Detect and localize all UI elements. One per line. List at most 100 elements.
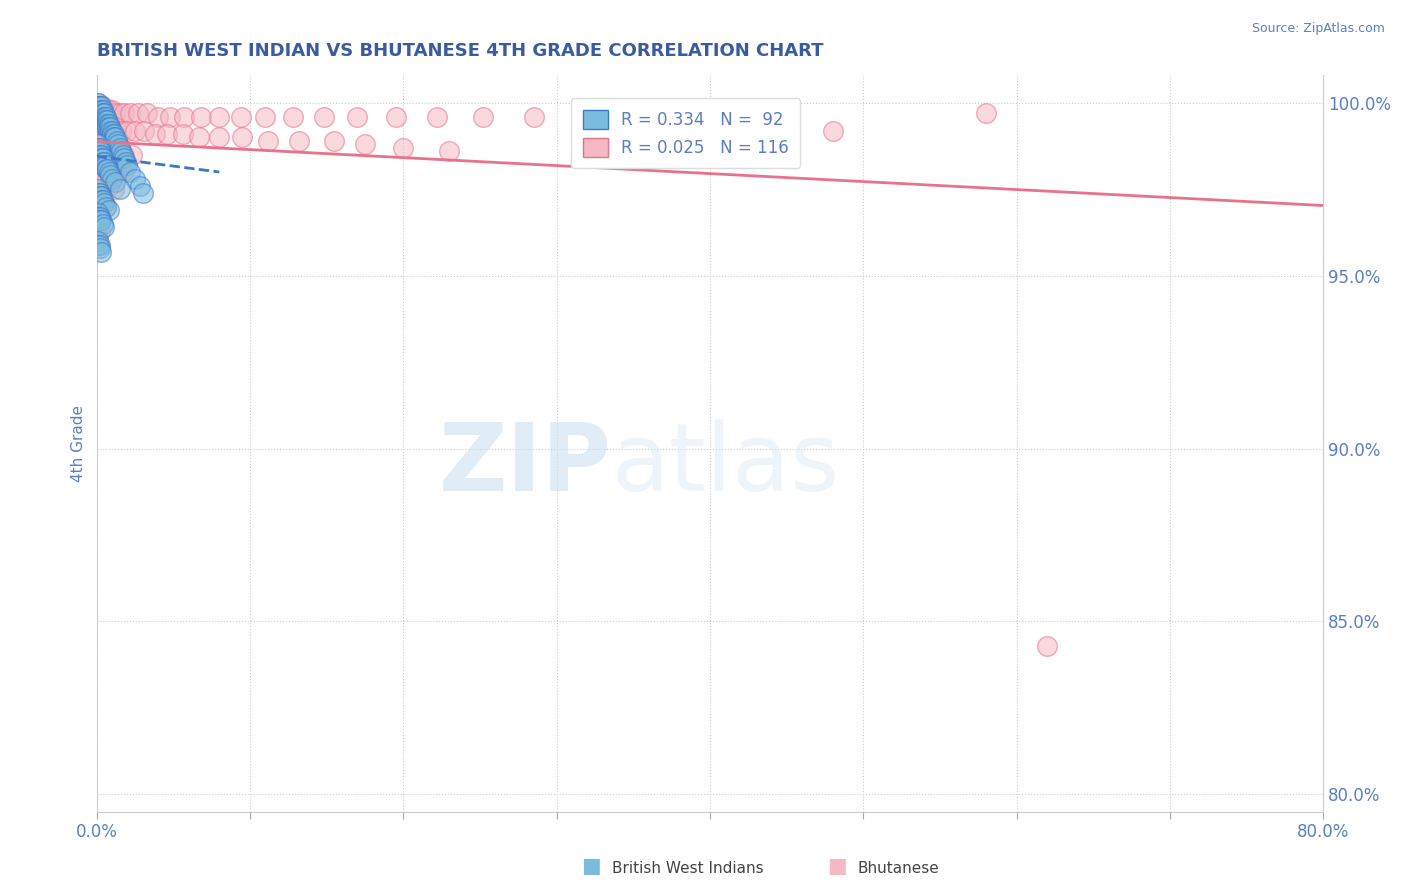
Point [323,134,346,148]
Point [89,99,111,113]
Text: Bhutanese: Bhutanese [858,861,939,876]
Point [93,196,115,211]
Point [87,230,110,244]
Point [89,189,111,203]
Text: ZIP: ZIP [439,419,612,511]
Point [93,113,115,128]
Point [94,161,117,176]
Point [91,196,114,211]
Point [104,175,127,189]
Point [172,127,194,141]
Point [90,154,112,169]
Point [110,145,132,159]
Point [89,103,111,117]
Point [346,110,368,124]
Point [89,186,111,200]
Point [87,182,110,196]
Point [112,147,135,161]
Point [90,147,112,161]
Point [96,113,118,128]
Point [89,147,111,161]
Point [89,151,111,165]
Point [124,123,146,137]
Point [107,145,129,159]
Point [89,210,111,224]
Point [94,158,117,172]
Point [117,123,139,137]
Point [91,175,114,189]
Text: British West Indians: British West Indians [612,861,763,876]
Point [89,224,111,238]
Point [136,106,159,120]
Point [89,145,111,159]
Point [87,99,110,113]
Point [108,106,131,120]
Point [90,110,112,124]
Point [90,103,112,117]
Point [94,200,117,214]
Point [89,210,111,224]
Point [97,103,120,117]
Point [87,117,110,131]
Point [90,189,112,203]
Point [87,141,110,155]
Point [89,141,111,155]
Point [97,117,120,131]
Point [96,120,118,134]
Point [87,110,110,124]
Point [91,217,114,231]
Point [105,134,128,148]
Point [93,120,115,134]
Point [121,147,143,161]
Point [87,237,110,252]
Point [87,220,110,235]
Point [821,123,844,137]
Point [90,244,112,259]
Point [108,141,131,155]
Point [111,147,134,161]
Point [101,172,124,186]
Y-axis label: 4th Grade: 4th Grade [72,405,86,482]
Point [90,213,112,227]
Point [87,151,110,165]
Point [91,117,114,131]
Point [128,178,150,193]
Point [90,151,112,165]
Point [87,206,110,220]
Point [159,110,181,124]
Point [87,95,110,110]
Point [94,113,117,128]
Point [229,110,252,124]
Point [91,137,114,152]
Point [146,110,169,124]
Point [90,113,112,128]
Point [94,110,117,124]
Point [107,137,129,152]
Point [100,120,122,134]
Point [93,106,115,120]
Point [101,123,124,137]
Point [112,106,135,120]
Point [775,120,797,134]
Point [127,106,149,120]
Point [89,106,111,120]
Point [523,110,546,124]
Point [93,103,115,117]
Point [576,110,599,124]
Point [439,145,461,159]
Point [354,137,377,152]
Point [737,117,759,131]
Point [97,141,120,155]
Point [87,210,110,224]
Point [96,120,118,134]
Point [143,127,166,141]
Text: atlas: atlas [612,419,839,511]
Point [103,127,125,141]
Point [91,154,114,169]
Point [87,206,110,220]
Point [173,110,195,124]
Point [89,241,111,255]
Point [104,120,127,134]
Point [87,137,110,152]
Point [90,99,112,113]
